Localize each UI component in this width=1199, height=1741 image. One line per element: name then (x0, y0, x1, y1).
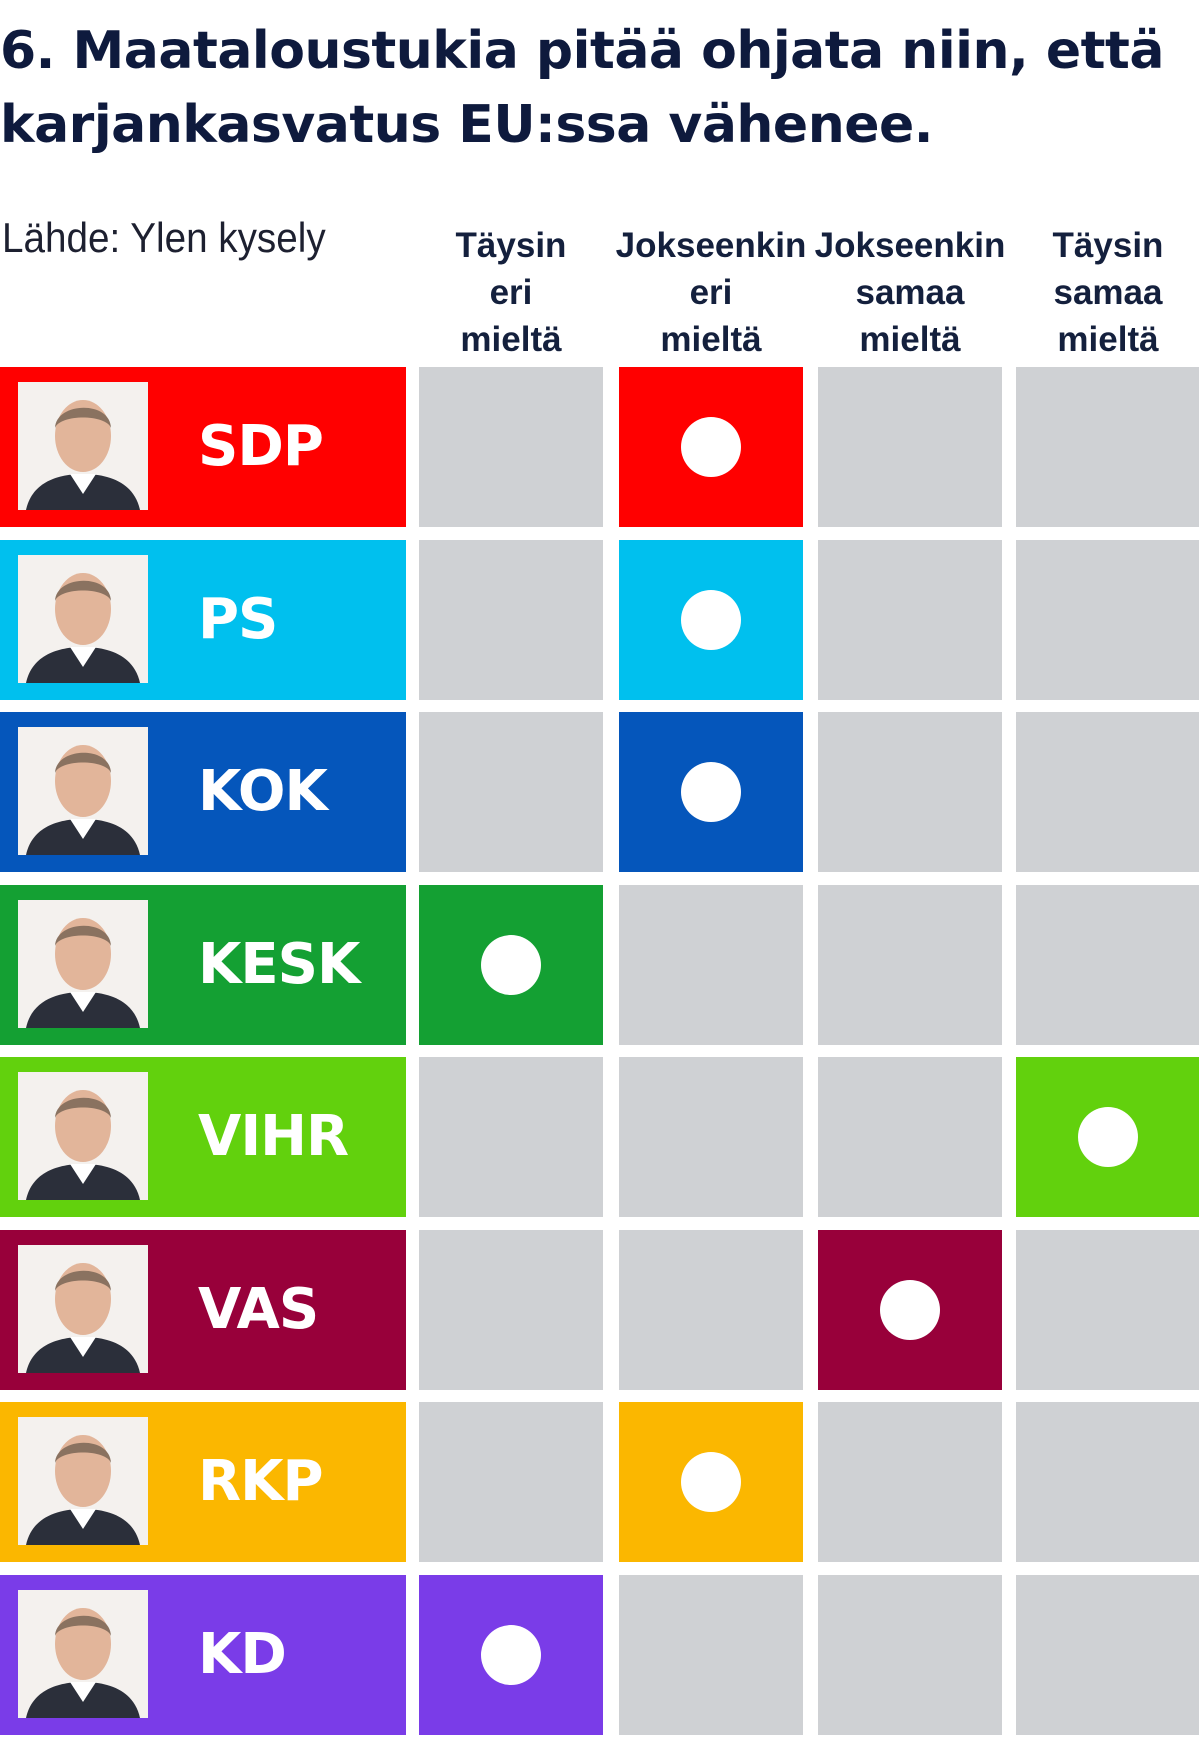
answer-cell-empty (419, 1057, 603, 1217)
answer-cell-empty (419, 1402, 603, 1562)
answer-cell-selected (818, 1230, 1002, 1390)
party-label: RKP (198, 1449, 324, 1514)
answer-cell-empty (1016, 1230, 1199, 1390)
answer-cell-empty (619, 885, 803, 1045)
column-header-line: Jokseenkin (615, 226, 807, 265)
answer-cell-empty (419, 1230, 603, 1390)
party-label: SDP (198, 414, 324, 479)
answer-dot (681, 590, 741, 650)
answer-cell-empty (1016, 885, 1199, 1045)
party-label: VIHR (198, 1104, 349, 1169)
party-leader-photo (18, 1417, 148, 1545)
answer-cell-empty (818, 885, 1002, 1045)
column-header-line: Täysin (455, 226, 567, 265)
party-leader-photo (18, 1072, 148, 1200)
answer-cell-empty (1016, 1575, 1199, 1735)
column-header-line: samaa (1053, 273, 1163, 312)
answer-cell-selected (419, 1575, 603, 1735)
answer-cell-empty (818, 1402, 1002, 1562)
answer-cell-selected (1016, 1057, 1199, 1217)
answer-dot (880, 1280, 940, 1340)
column-header-line: eri (689, 273, 733, 312)
answer-dot (481, 935, 541, 995)
answer-cell-empty (1016, 367, 1199, 527)
source-note: Lähde: Ylen kysely (2, 214, 326, 261)
answer-cell-empty (1016, 540, 1199, 700)
party-block-kok: KOK (0, 712, 406, 872)
answer-cell-selected (619, 540, 803, 700)
answer-dot (681, 1452, 741, 1512)
answer-cell-empty (419, 367, 603, 527)
answer-dot (1078, 1107, 1138, 1167)
answer-cell-empty (818, 1575, 1002, 1735)
answer-cell-empty (1016, 1402, 1199, 1562)
column-header-line: Täysin (1052, 226, 1164, 265)
answer-dot (681, 417, 741, 477)
column-header-line: mieltä (859, 320, 961, 359)
column-header-line: mieltä (460, 320, 562, 359)
title-line-1: 6. Maataloustukia pitää ohjata niin, ett… (0, 21, 1164, 81)
column-header-line: eri (489, 273, 533, 312)
answer-dot (481, 1625, 541, 1685)
party-leader-photo (18, 1590, 148, 1718)
party-label: VAS (198, 1277, 319, 1342)
answer-cell-empty (818, 712, 1002, 872)
party-label: KOK (198, 759, 328, 824)
party-label: KESK (198, 932, 360, 997)
party-block-vihr: VIHR (0, 1057, 406, 1217)
party-block-ps: PS (0, 540, 406, 700)
column-header-line: mieltä (1057, 320, 1159, 359)
party-label: KD (198, 1622, 287, 1687)
column-header-line: Jokseenkin (814, 226, 1006, 265)
column-header-line: samaa (855, 273, 965, 312)
chart-title: 6. Maataloustukia pitää ohjata niin, ett… (0, 14, 1190, 162)
column-header-3: Jokseenkin samaa mieltä (810, 222, 1010, 363)
answer-cell-empty (419, 712, 603, 872)
title-line-2: karjankasvatus EU:ssa vähenee. (0, 95, 934, 155)
column-header-4: Täysin samaa mieltä (1008, 222, 1199, 363)
party-leader-photo (18, 555, 148, 683)
column-header-line: mieltä (660, 320, 762, 359)
party-leader-photo (18, 1245, 148, 1373)
party-block-sdp: SDP (0, 367, 406, 527)
party-block-vas: VAS (0, 1230, 406, 1390)
column-header-2: Jokseenkin eri mieltä (611, 222, 811, 363)
answer-cell-empty (818, 367, 1002, 527)
answer-cell-selected (619, 712, 803, 872)
party-block-kesk: KESK (0, 885, 406, 1045)
answer-cell-empty (818, 540, 1002, 700)
answer-cell-empty (419, 540, 603, 700)
answer-cell-empty (619, 1230, 803, 1390)
answer-cell-empty (619, 1575, 803, 1735)
answer-cell-empty (818, 1057, 1002, 1217)
party-leader-photo (18, 900, 148, 1028)
party-block-kd: KD (0, 1575, 406, 1735)
answer-cell-selected (419, 885, 603, 1045)
answer-cell-empty (1016, 712, 1199, 872)
column-header-1: Täysin eri mieltä (411, 222, 611, 363)
party-label: PS (198, 587, 278, 652)
answer-cell-empty (619, 1057, 803, 1217)
party-block-rkp: RKP (0, 1402, 406, 1562)
answer-cell-selected (619, 1402, 803, 1562)
party-leader-photo (18, 727, 148, 855)
answer-dot (681, 762, 741, 822)
answer-cell-selected (619, 367, 803, 527)
party-leader-photo (18, 382, 148, 510)
